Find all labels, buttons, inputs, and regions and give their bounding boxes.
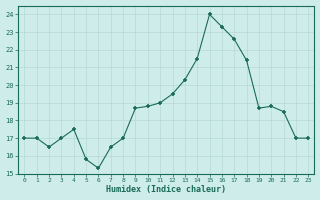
X-axis label: Humidex (Indice chaleur): Humidex (Indice chaleur) xyxy=(106,185,226,194)
